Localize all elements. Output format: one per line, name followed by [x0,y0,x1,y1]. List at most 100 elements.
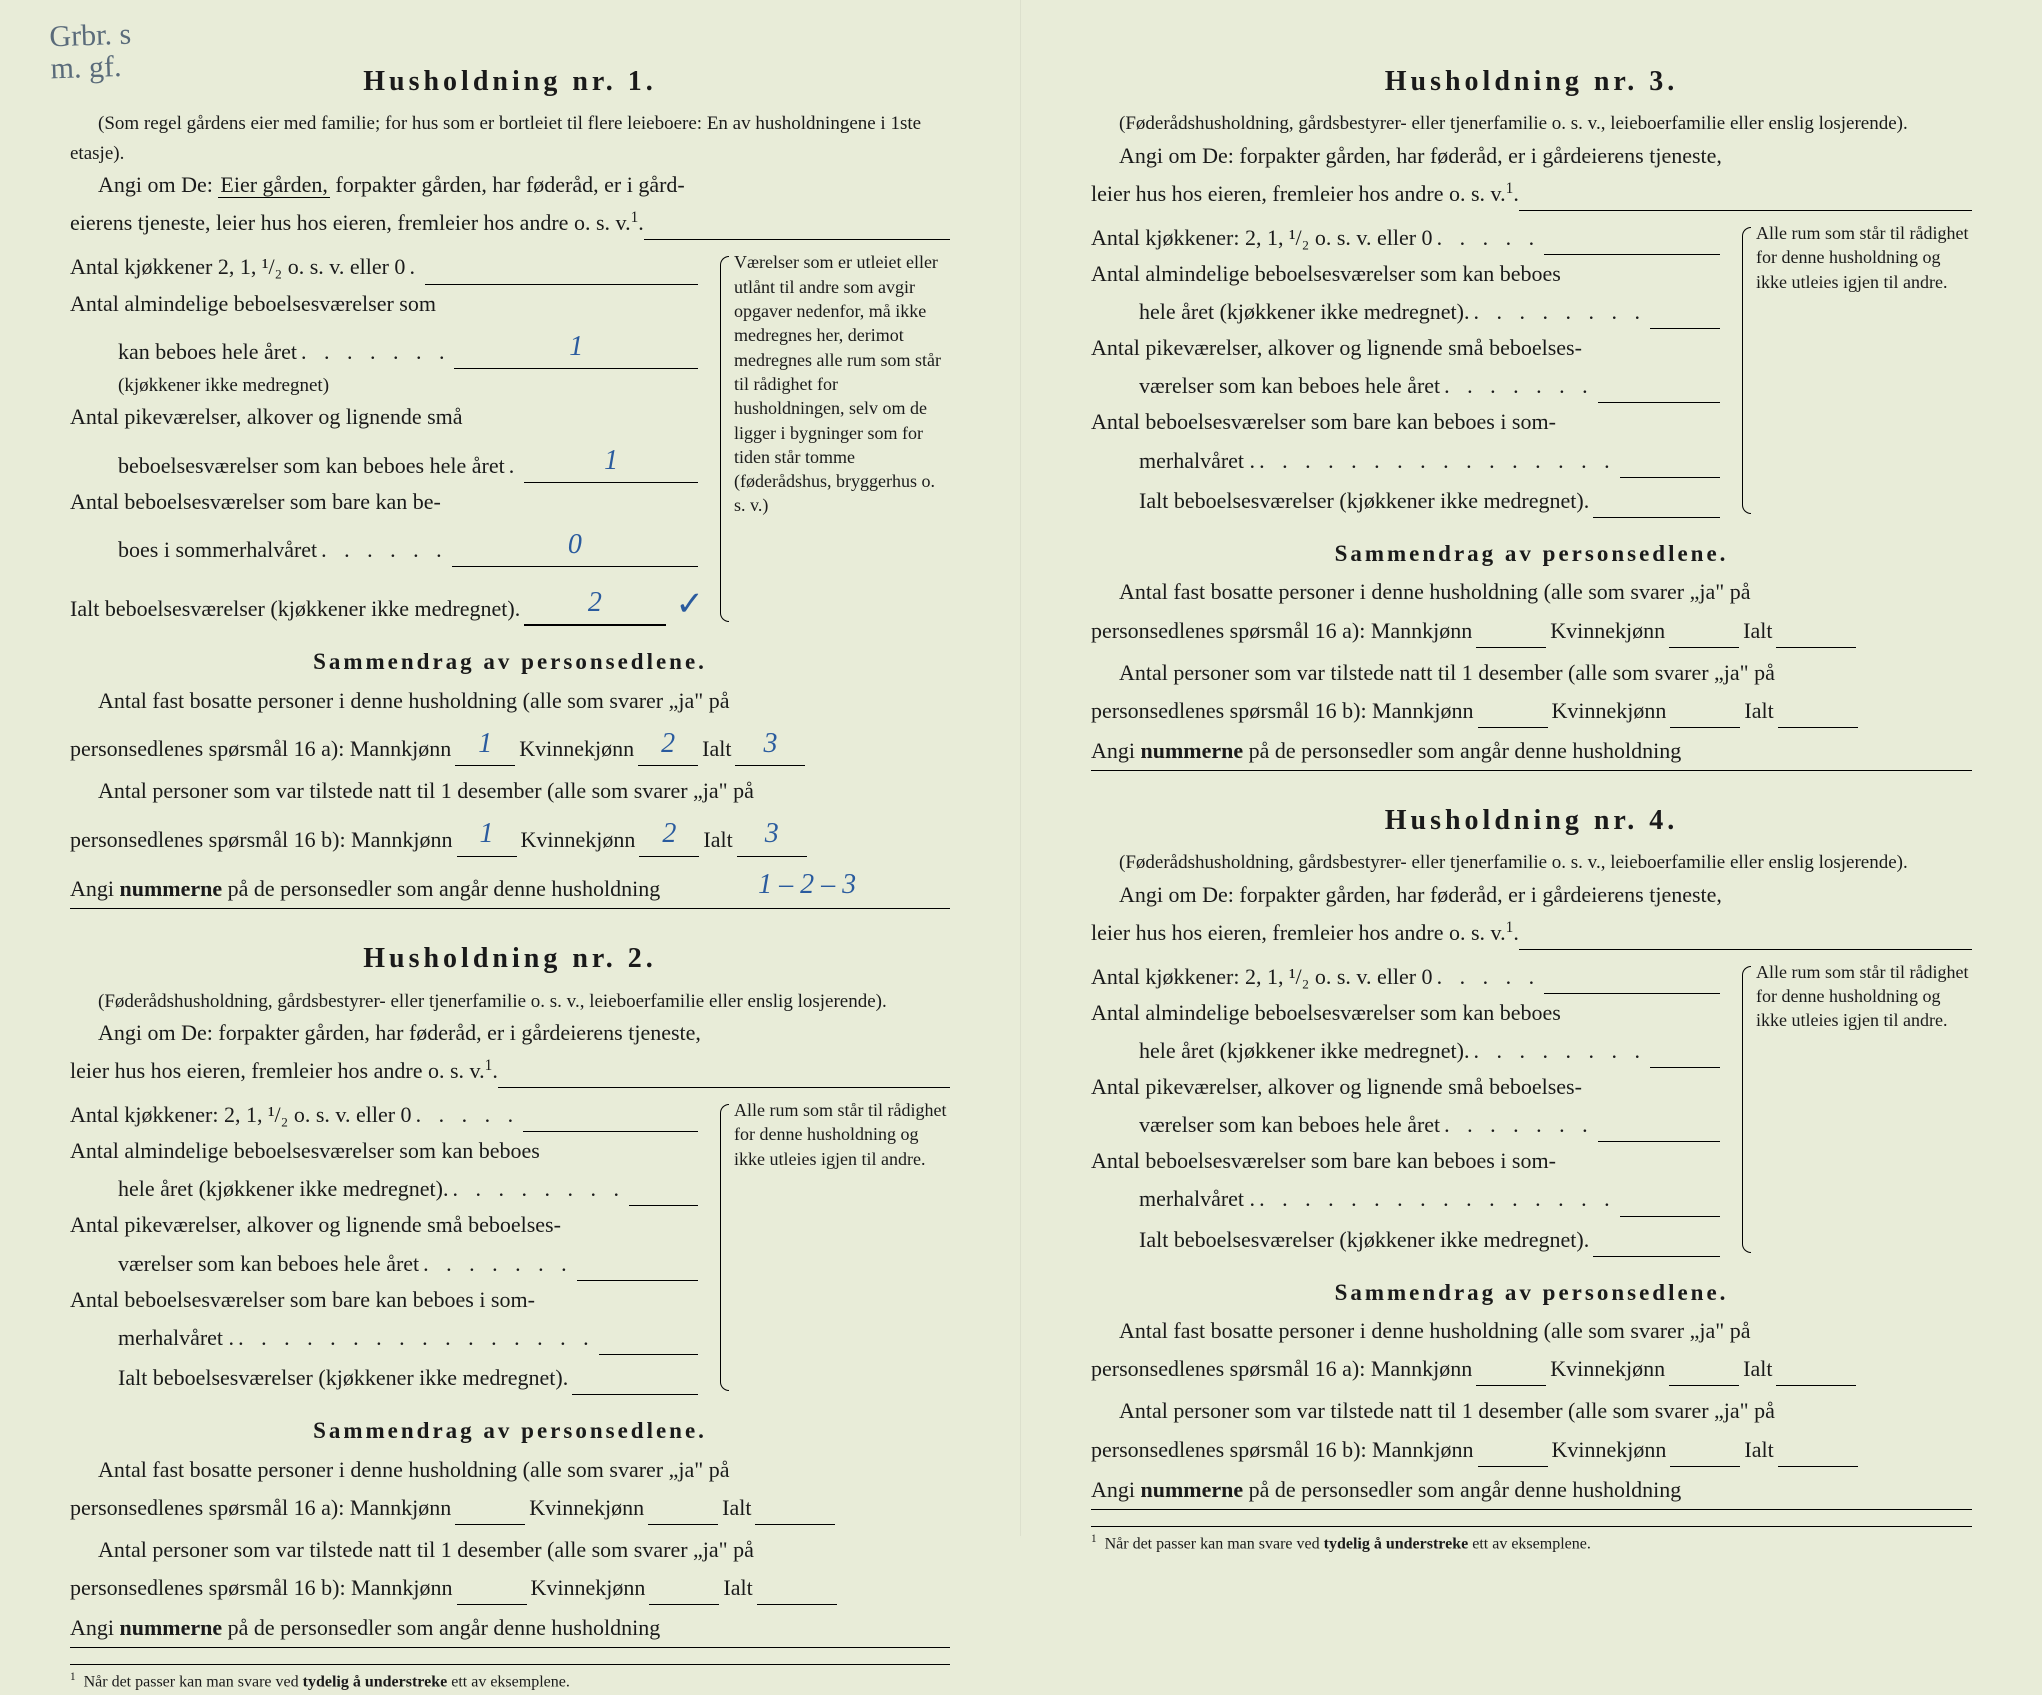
hh1-perm-kv-value: 2 [638,722,698,766]
ialt-label: Ialt [1743,614,1772,648]
hh3-pres-m-value [1478,727,1548,728]
hh2-perm-m-value [455,1524,525,1525]
hh4-section: Husholdning nr. 4. (Føderådshusholdning,… [1091,799,1972,1510]
hh2-side-note-text: Alle rum som står til rådighet for denne… [734,1100,946,1169]
hh4-side-note: Alle rum som står til rådighet for denne… [1734,960,1972,1259]
hh1-total-value: 2 [524,581,665,626]
hh1-side-note-text: Værelser som er utleiet eller utlånt til… [734,252,941,515]
hh1-summer-l1: Antal beboelsesværelser som bare kan be- [70,485,698,519]
left-page: Husholdning nr. 1. (Som regel gårdens ei… [0,0,1021,1536]
footnote-left: 1 Når det passer kan man svare ved tydel… [70,1664,950,1695]
hh2-section: Husholdning nr. 2. (Føderådshusholdning,… [70,937,950,1648]
hh4-nummer-label: Angi nummerne på de personsedler som ang… [1091,1473,1681,1507]
hh2-summer-l1: Antal beboelsesværelser som bare kan beb… [70,1283,698,1317]
hh3-total-value [1593,517,1720,518]
hh4-rooms-year-value [1650,1067,1720,1068]
hh3-pres-text2: personsedlenes spørsmål 16 b): Mannkjønn [1091,694,1474,728]
hh3-nummer-label: Angi nummerne på de personsedler som ang… [1091,734,1681,768]
hh2-alcove-l2: værelser som kan beboes hele året [70,1247,419,1281]
hh2-rooms-block: Antal kjøkkener: 2, 1, ¹/₂ o. s. v. elle… [70,1098,950,1397]
hh1-pres-kv-value: 2 [639,812,699,856]
kv-label: Kvinnekjønn [1550,614,1665,648]
hh3-intro: (Føderådshusholdning, gårdsbestyrer- ell… [1091,109,1972,138]
hh2-perm-text2: personsedlenes spørsmål 16 a): Mannkjønn [70,1491,451,1525]
hh1-rooms-year-note: (kjøkkener ikke medregnet) [70,371,698,400]
hh1-rooms-year-value: 1 [454,325,698,369]
hh2-nummer-label: Angi nummerne på de personsedler som ang… [70,1611,660,1645]
hh3-rooms-year-l2: hele året (kjøkkener ikke medregnet). [1091,295,1469,329]
dots: . . . . . . . [1444,369,1594,403]
hh1-summer-l2: boes i sommerhalvåret [70,533,317,567]
hh4-rooms-block: Antal kjøkkener: 2, 1, ¹/₂ o. s. v. elle… [1091,960,1972,1259]
hh3-kitchens-label: Antal kjøkkener: 2, 1, ¹/₂ o. s. v. elle… [1091,221,1433,255]
hh1-perm-text1: Antal fast bosatte personer i denne hush… [70,684,950,718]
hh1-angi-rest: forpakter gården, har føderåd, er i gård… [335,172,684,197]
hh3-summary-title: Sammendrag av personsedlene. [1091,536,1972,572]
kv-label: Kvinnekjønn [521,823,636,857]
ialt-label: Ialt [1744,1433,1773,1467]
hh4-side-note-text: Alle rum som står til rådighet for denne… [1756,962,1968,1031]
hh1-side-note: Værelser som er utleiet eller utlånt til… [712,250,950,628]
hh2-pres-m-value [457,1604,527,1605]
hh1-alcove-l1: Antal pikeværelser, alkover og lignende … [70,400,698,434]
ialt-label: Ialt [723,1571,752,1605]
hh3-angi-line2: leier hus hos eieren, fremleier hos andr… [1091,177,1506,211]
hh2-alcove-value [577,1280,698,1281]
hh2-angi-blank [498,1054,950,1088]
hh4-perm-ialt-value [1776,1385,1856,1386]
hh2-rooms-year-l1: Antal almindelige beboelsesværelser som … [70,1134,698,1168]
hh1-rooms-block: Antal kjøkkener 2, 1, ¹/₂ o. s. v. eller… [70,250,950,628]
brace-icon [1734,221,1752,520]
hh3-alcove-l2: værelser som kan beboes hele året [1091,369,1440,403]
hh2-angi-rest: forpakter gården, har føderåd, er i gård… [218,1020,701,1045]
hh2-kitchens-label: Antal kjøkkener: 2, 1, ¹/₂ o. s. v. elle… [70,1098,412,1132]
hh4-angi-rest: forpakter gården, har føderåd, er i gård… [1239,882,1722,907]
hh4-pres-ialt-value [1778,1466,1858,1467]
hh1-eier-garden: Eier gården, [218,172,330,198]
hh2-rooms-year-l2: hele året (kjøkkener ikke medregnet). [70,1172,448,1206]
hh4-summer-l2: merhalvåret . [1091,1182,1255,1216]
hh2-pres-kv-value [649,1604,719,1605]
hh2-pres-text2: personsedlenes spørsmål 16 b): Mannkjønn [70,1571,453,1605]
hh4-summary-title: Sammendrag av personsedlene. [1091,1275,1972,1311]
hh1-rooms-year-l2: kan beboes hele året [70,335,297,369]
kv-label: Kvinnekjønn [1552,1433,1667,1467]
hh1-kitchens-label: Antal kjøkkener 2, 1, ¹/₂ o. s. v. eller… [70,250,405,284]
hh2-angi-prefix: Angi om De: [98,1020,213,1045]
dots: . . . . . . . . . . . . . . . . [1259,1182,1616,1216]
brace-icon [1734,960,1752,1259]
hh3-alcove-value [1598,402,1720,403]
hh3-pres-text1: Antal personer som var tilstede natt til… [1091,656,1972,690]
hh1-title: Husholdning nr. 1. [70,60,950,103]
hh1-perm-text2: personsedlenes spørsmål 16 a): Mannkjønn [70,732,451,766]
brace-icon [712,1098,730,1397]
hh2-rooms-year-value [629,1205,698,1206]
hh4-perm-kv-value [1669,1385,1739,1386]
kv-label: Kvinnekjønn [519,732,634,766]
hh4-angi-blank [1519,916,1972,950]
dots: . . . . . . . . . . . . . . . . [238,1321,595,1355]
hh2-summary-title: Sammendrag av personsedlene. [70,1413,950,1449]
hh1-alcove-l2: beboelsesværelser som kan beboes hele år… [70,449,505,483]
hh4-alcove-l2: værelser som kan beboes hele året [1091,1108,1440,1142]
hh3-perm-kv-value [1669,647,1739,648]
hh2-total-value [572,1394,698,1395]
hh1-angi-prefix: Angi om De: [98,172,213,197]
hh1-rooms-year-l1: Antal almindelige beboelsesværelser som [70,287,698,321]
hh2-side-note: Alle rum som står til rådighet for denne… [712,1098,950,1397]
hh4-total-value [1593,1256,1720,1257]
ialt-label: Ialt [703,823,732,857]
hh3-angi-rest: forpakter gården, har føderåd, er i gård… [1239,143,1722,168]
hh1-total-label: Ialt beboelsesværelser (kjøkkener ikke m… [70,592,520,626]
hh1-nummer-value: 1 – 2 – 3 [664,863,950,906]
hh3-alcove-l1: Antal pikeværelser, alkover og lignende … [1091,331,1720,365]
hh1-kitchens-value [425,284,698,285]
kv-label: Kvinnekjønn [531,1571,646,1605]
hh3-total-label: Ialt beboelsesværelser (kjøkkener ikke m… [1091,484,1589,518]
hh3-perm-text2: personsedlenes spørsmål 16 a): Mannkjønn [1091,614,1472,648]
kv-label: Kvinnekjønn [1550,1352,1665,1386]
hh2-kitchens-value [523,1131,698,1132]
hh1-alcove-value: 1 [524,439,698,483]
dots: . . . . . . [321,533,448,567]
hh3-title: Husholdning nr. 3. [1091,60,1972,103]
